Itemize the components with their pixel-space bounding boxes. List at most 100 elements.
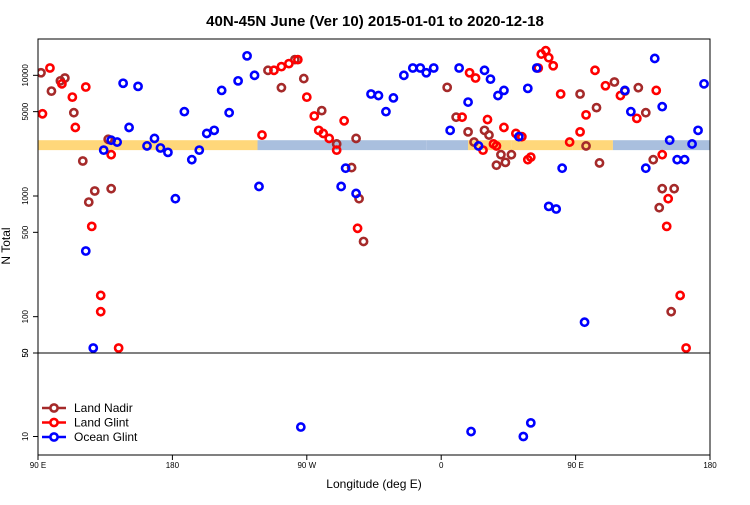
point-ocean-glint — [679, 154, 690, 165]
point-land-nadir — [633, 82, 644, 93]
point-ocean-glint — [142, 141, 152, 151]
point-ocean-glint — [499, 85, 509, 96]
point-land-nadir — [648, 154, 659, 165]
point-land-glint — [548, 60, 559, 71]
point-ocean-glint — [687, 139, 697, 149]
point-ocean-glint — [445, 125, 456, 136]
point-land-nadir — [77, 156, 88, 166]
point-land-glint — [309, 111, 320, 121]
point-land-glint — [318, 128, 329, 139]
point-land-glint — [499, 122, 509, 133]
point-land-glint — [575, 126, 585, 137]
point-ocean-glint — [485, 74, 496, 85]
point-land-glint — [661, 221, 672, 232]
point-land-glint — [631, 113, 642, 124]
point-ocean-glint — [466, 426, 476, 437]
band-segment-land — [511, 140, 573, 151]
point-land-glint — [95, 290, 106, 301]
point-ocean-glint — [201, 128, 212, 139]
point-land-nadir — [669, 183, 680, 194]
point-ocean-glint — [543, 201, 554, 212]
point-ocean-glint — [672, 154, 683, 165]
band-segment-land — [38, 140, 258, 151]
x-tick-label: 90 E — [567, 461, 583, 470]
point-ocean-glint — [351, 188, 361, 199]
point-ocean-glint — [98, 145, 109, 156]
point-ocean-glint — [366, 89, 376, 99]
point-ocean-glint — [454, 63, 465, 73]
point-land-glint — [38, 108, 48, 119]
point-ocean-glint — [421, 67, 432, 78]
point-ocean-glint — [415, 63, 426, 73]
point-land-nadir — [594, 158, 605, 168]
y-tick-label: 10 — [21, 431, 30, 440]
point-ocean-glint — [295, 422, 306, 432]
point-land-glint — [581, 109, 591, 120]
point-land-glint — [331, 145, 342, 156]
x-tick-label: 90 W — [297, 461, 316, 470]
legend-label: Land Glint — [74, 416, 129, 430]
point-land-glint — [491, 141, 502, 151]
legend-swatch-marker — [49, 417, 59, 428]
point-ocean-glint — [407, 63, 418, 73]
point-ocean-glint — [557, 163, 568, 174]
point-ocean-glint — [513, 131, 524, 142]
point-land-glint — [675, 290, 686, 301]
land-ocean-band — [38, 140, 710, 151]
point-ocean-glint — [398, 70, 409, 81]
legend-item: Ocean Glint — [42, 430, 138, 444]
point-land-glint — [482, 114, 493, 125]
point-land-nadir — [657, 183, 668, 194]
point-ocean-glint — [664, 135, 675, 146]
point-ocean-glint — [479, 65, 490, 76]
point-ocean-glint — [155, 143, 166, 153]
point-land-glint — [113, 343, 124, 353]
point-ocean-glint — [619, 85, 630, 96]
point-land-glint — [464, 67, 475, 78]
point-land-nadir — [500, 157, 511, 168]
point-land-nadir — [38, 67, 46, 78]
point-land-glint — [564, 137, 575, 147]
x-axis-label: Longitude (deg E) — [326, 477, 421, 491]
point-ocean-glint — [149, 133, 160, 144]
point-ocean-glint — [525, 417, 536, 428]
point-land-glint — [324, 133, 335, 144]
band-segment-ocean — [612, 140, 710, 151]
band-segment-ocean — [426, 140, 469, 151]
point-land-glint — [525, 152, 536, 163]
point-land-nadir — [442, 82, 453, 93]
point-ocean-glint — [625, 106, 636, 117]
point-ocean-glint — [194, 145, 205, 156]
point-land-nadir — [276, 82, 287, 93]
point-land-nadir — [496, 149, 506, 160]
point-ocean-glint — [124, 122, 134, 133]
band-segment-land — [572, 140, 613, 151]
point-land-nadir — [46, 86, 57, 97]
point-ocean-glint — [709, 125, 710, 130]
chart-title: 40N-45N June (Ver 10) 2015-01-01 to 2020… — [206, 13, 544, 30]
plot-frame — [37, 38, 711, 456]
point-land-nadir — [640, 107, 651, 118]
point-land-glint — [681, 343, 692, 353]
data-points — [38, 45, 725, 442]
point-ocean-glint — [249, 70, 260, 81]
point-ocean-glint — [699, 78, 709, 89]
point-ocean-glint — [233, 75, 244, 86]
point-land-nadir — [575, 89, 585, 99]
point-ocean-glint — [88, 343, 99, 353]
point-land-glint — [651, 85, 662, 96]
point-land-glint — [56, 78, 67, 89]
point-ocean-glint — [463, 97, 473, 107]
point-land-glint — [470, 73, 481, 83]
point-land-nadir — [609, 77, 620, 87]
point-land-glint — [80, 82, 91, 92]
point-land-glint — [95, 306, 106, 317]
point-ocean-glint — [718, 138, 725, 145]
y-tick-label: 500 — [21, 225, 30, 239]
point-land-nadir — [581, 141, 591, 151]
point-ocean-glint — [340, 163, 351, 174]
point-ocean-glint — [179, 106, 190, 117]
y-tick-label: 10000 — [21, 64, 30, 87]
